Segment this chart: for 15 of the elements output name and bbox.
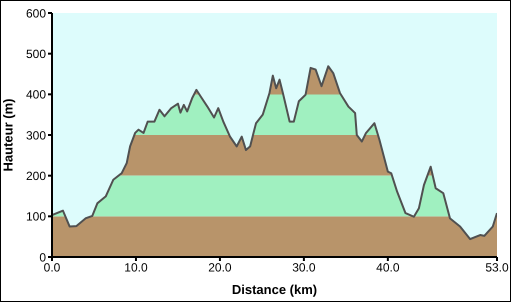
y-tick-label: 300 bbox=[26, 128, 46, 142]
y-tick-label: 600 bbox=[26, 6, 46, 20]
x-tick-label: 30.0 bbox=[292, 260, 316, 275]
x-tick-label: 53.0 bbox=[485, 260, 509, 275]
x-tick-label: 40.0 bbox=[376, 260, 400, 275]
y-tick-label: 0 bbox=[39, 250, 46, 264]
y-tick-label: 400 bbox=[26, 88, 46, 102]
y-axis-title: Hauteur (m) bbox=[0, 98, 16, 172]
y-tick-label: 500 bbox=[26, 46, 46, 61]
y-tick-label: 200 bbox=[26, 168, 46, 183]
x-tick-label: 20.0 bbox=[208, 260, 232, 275]
x-axis-title: Distance (km) bbox=[232, 282, 318, 297]
x-tick-label: 0.0 bbox=[44, 260, 61, 275]
y-tick-label: 100 bbox=[26, 210, 46, 224]
x-tick-label: 10.0 bbox=[124, 260, 148, 275]
